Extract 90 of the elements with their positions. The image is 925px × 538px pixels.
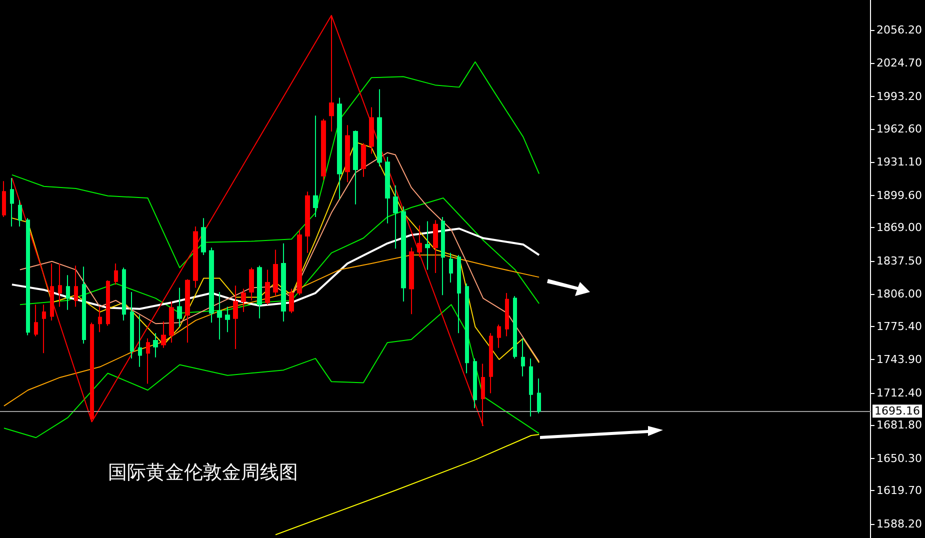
y-tick-label: 1588.20: [876, 517, 922, 530]
candlestick: [18, 200, 22, 228]
candlestick: [353, 130, 358, 205]
candlestick: [465, 283, 469, 374]
candlestick: [74, 265, 78, 308]
candlestick: [193, 226, 198, 288]
line-series: [3, 254, 540, 406]
candlestick: [297, 229, 302, 296]
candlestick: [50, 262, 54, 321]
y-tick-label: 1619.70: [876, 484, 922, 498]
candlestick: [361, 142, 366, 178]
candlestick: [2, 180, 6, 218]
candlestick: [209, 247, 214, 324]
candlestick: [377, 88, 382, 167]
candlestick: [401, 206, 406, 302]
candlestick: [265, 269, 270, 306]
candlestick: [385, 156, 390, 224]
candlestick: [58, 262, 62, 308]
candlestick: [98, 306, 102, 333]
candlestick: [337, 97, 342, 200]
y-tick-label: 1743.90: [876, 353, 922, 366]
line-series: [3, 304, 540, 438]
candlestick: [345, 124, 350, 183]
candlestick: [441, 216, 445, 296]
candlestick: [241, 288, 246, 313]
line-series: [10, 228, 540, 310]
y-tick-label: 2056.20: [876, 23, 922, 36]
candlestick: [417, 224, 422, 258]
y-tick-label: 1899.60: [876, 188, 922, 202]
candlestick: [473, 358, 477, 409]
candlestick: [313, 115, 318, 218]
candlestick: [26, 218, 30, 336]
candlestick: [161, 321, 166, 348]
y-tick-label: 1806.00: [876, 288, 922, 301]
y-tick-label: 1681.80: [876, 418, 922, 432]
candlestick: [122, 267, 126, 321]
candlestick: [90, 322, 94, 422]
candlestick: [217, 291, 222, 340]
candlestick: [305, 191, 310, 254]
candlestick: [457, 254, 461, 334]
candlestick: [34, 304, 38, 337]
line-series: [11, 61, 540, 268]
y-tick-label: 2024.70: [876, 56, 922, 70]
candlestick: [393, 184, 398, 250]
y-tick-label: 1931.10: [876, 156, 922, 169]
candlestick: [114, 262, 118, 286]
candlestick: [273, 249, 278, 297]
candlestick: [433, 220, 438, 274]
candlestick: [281, 242, 286, 322]
y-tick-label: 1869.00: [876, 221, 922, 234]
text: 国际黄金伦敦金周线图: [108, 462, 298, 484]
candlestick: [138, 314, 142, 368]
candlestick: [106, 280, 110, 326]
candlestick: [497, 324, 501, 348]
candlestick: [369, 106, 374, 154]
candlestick: [66, 274, 70, 310]
candlestick: [537, 378, 541, 414]
y-tick-label: 1650.30: [876, 452, 922, 465]
candlestick: [201, 218, 206, 256]
candlestick: [489, 332, 493, 394]
y-tick-label: 1962.60: [876, 122, 922, 136]
line-series: [19, 198, 540, 314]
candlestick: [529, 358, 533, 418]
candlestick: [146, 338, 150, 384]
candlestick: [233, 285, 238, 350]
candlestick: [42, 304, 46, 354]
candlestick: [225, 306, 230, 333]
candlestick: [153, 332, 158, 358]
y-tick-label: 1712.40: [876, 386, 922, 400]
candlestick: [249, 267, 254, 301]
candlestick: [177, 287, 182, 328]
candlestick: [169, 300, 174, 344]
candlestick: [505, 292, 509, 337]
y-tick-label: 1993.20: [876, 90, 922, 103]
y-tick-label: 1837.50: [876, 254, 922, 268]
line-series: [11, 14, 484, 427]
candlestick: [82, 266, 86, 344]
candlestick: [289, 288, 294, 314]
candlestick: [409, 247, 414, 315]
candlestick: [449, 252, 453, 283]
ref-line-label: 1695.16: [874, 404, 920, 418]
candlestick: [521, 338, 525, 377]
candlestick: [257, 265, 262, 319]
candlestick: [185, 278, 190, 344]
candlestick: [513, 296, 517, 359]
candlestick: [321, 118, 326, 181]
candlestick: [425, 220, 430, 270]
candlestick: [10, 177, 14, 228]
y-tick-label: 1775.40: [876, 320, 922, 333]
candlestick: [130, 291, 134, 359]
